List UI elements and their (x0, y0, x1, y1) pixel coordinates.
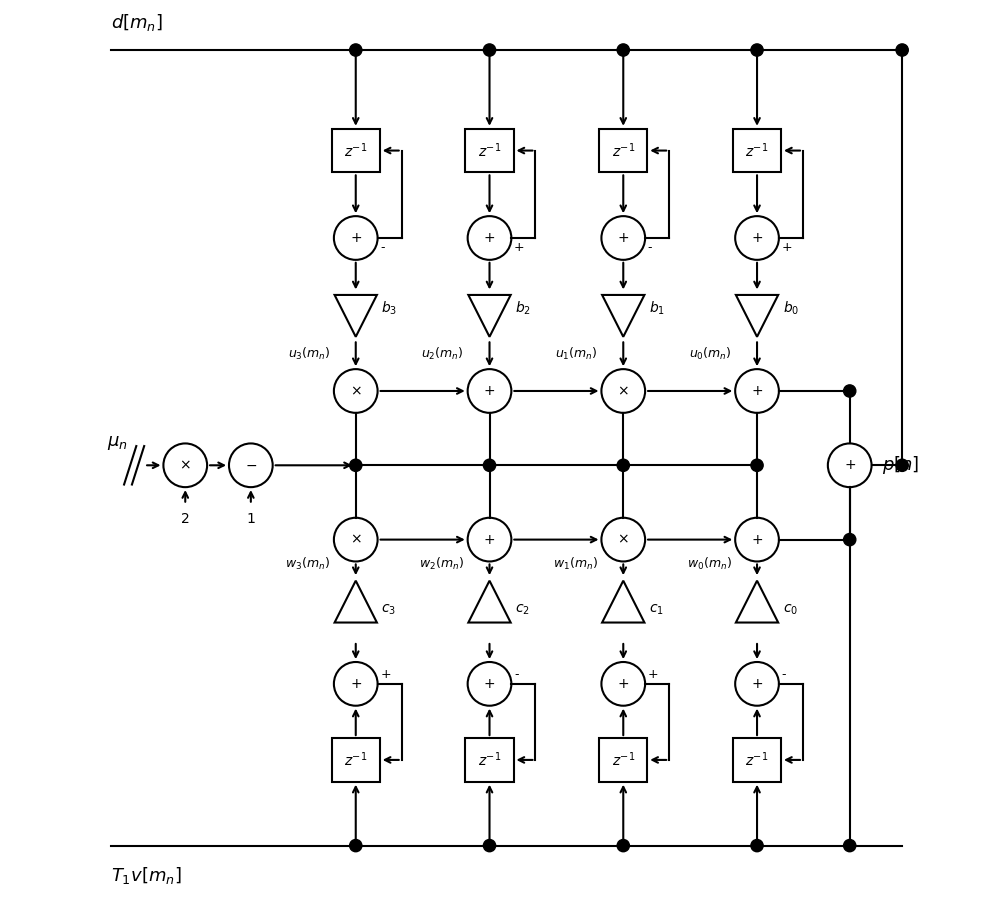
Text: $b_1$: $b_1$ (649, 300, 665, 317)
Circle shape (896, 44, 908, 57)
Text: $z^{-1}$: $z^{-1}$ (612, 141, 635, 160)
Bar (332, 128, 380, 172)
Text: 2: 2 (181, 511, 190, 526)
Circle shape (350, 459, 362, 472)
Text: $+$: $+$ (483, 384, 496, 398)
Circle shape (617, 840, 629, 852)
Circle shape (483, 44, 496, 57)
Text: $c_0$: $c_0$ (783, 603, 798, 617)
Circle shape (751, 840, 763, 852)
Text: $z^{-1}$: $z^{-1}$ (344, 751, 367, 770)
Text: $+$: $+$ (751, 677, 763, 691)
Circle shape (483, 840, 496, 852)
Text: $T_1 v\left[m_n\right]$: $T_1 v\left[m_n\right]$ (111, 865, 182, 886)
Text: $z^{-1}$: $z^{-1}$ (478, 141, 501, 160)
Text: $b_3$: $b_3$ (381, 300, 397, 317)
Text: -: - (648, 240, 652, 254)
Text: $u_0(m_n)$: $u_0(m_n)$ (689, 345, 732, 361)
Text: $z^{-1}$: $z^{-1}$ (745, 141, 769, 160)
Text: +: + (380, 668, 391, 681)
Circle shape (751, 459, 763, 472)
Text: $\times$: $\times$ (350, 533, 362, 546)
Text: $+$: $+$ (483, 533, 496, 546)
Text: $z^{-1}$: $z^{-1}$ (612, 751, 635, 770)
Text: $+$: $+$ (751, 384, 763, 398)
Text: $w_0(m_n)$: $w_0(m_n)$ (687, 556, 732, 572)
Circle shape (617, 44, 629, 57)
Circle shape (751, 44, 763, 57)
Bar (733, 128, 781, 172)
Text: $\mu_n$: $\mu_n$ (107, 434, 127, 452)
Text: $\times$: $\times$ (617, 533, 629, 546)
Bar (733, 738, 781, 782)
Text: $z^{-1}$: $z^{-1}$ (745, 751, 769, 770)
Text: $z^{-1}$: $z^{-1}$ (478, 751, 501, 770)
Text: $+$: $+$ (617, 231, 629, 245)
Text: $\times$: $\times$ (617, 384, 629, 398)
Text: $+$: $+$ (617, 677, 629, 691)
Text: $+$: $+$ (350, 231, 362, 245)
Text: -: - (514, 668, 518, 681)
Text: $+$: $+$ (483, 231, 496, 245)
Text: $+$: $+$ (751, 533, 763, 546)
Bar (599, 738, 647, 782)
Text: $u_1(m_n)$: $u_1(m_n)$ (555, 345, 598, 361)
Text: $u_3(m_n)$: $u_3(m_n)$ (288, 345, 330, 361)
Text: $c_3$: $c_3$ (381, 603, 396, 617)
Text: +: + (648, 668, 658, 681)
Text: $u_2(m_n)$: $u_2(m_n)$ (421, 345, 464, 361)
Bar (465, 128, 514, 172)
Text: +: + (514, 240, 525, 254)
Text: $w_1(m_n)$: $w_1(m_n)$ (553, 556, 598, 572)
Text: +: + (782, 240, 792, 254)
Text: $\times$: $\times$ (179, 458, 191, 473)
Text: $b_2$: $b_2$ (515, 300, 531, 317)
Text: $z^{-1}$: $z^{-1}$ (344, 141, 367, 160)
Text: $b_0$: $b_0$ (783, 300, 799, 317)
Text: $+$: $+$ (751, 231, 763, 245)
Circle shape (483, 459, 496, 472)
Text: $w_2(m_n)$: $w_2(m_n)$ (419, 556, 464, 572)
Circle shape (350, 840, 362, 852)
Text: $c_2$: $c_2$ (515, 603, 530, 617)
Text: $w_3(m_n)$: $w_3(m_n)$ (285, 556, 330, 572)
Text: $\times$: $\times$ (350, 384, 362, 398)
Text: $-$: $-$ (245, 458, 257, 473)
Bar (599, 128, 647, 172)
Circle shape (617, 459, 629, 472)
Circle shape (844, 840, 856, 852)
Text: $d\left[m_n\right]$: $d\left[m_n\right]$ (111, 12, 163, 32)
Bar (465, 738, 514, 782)
Text: $p[n]$: $p[n]$ (882, 454, 919, 476)
Circle shape (896, 459, 908, 472)
Circle shape (350, 44, 362, 57)
Text: $+$: $+$ (844, 458, 856, 473)
Text: $+$: $+$ (350, 677, 362, 691)
Text: -: - (782, 668, 786, 681)
Circle shape (844, 385, 856, 397)
Text: -: - (380, 240, 385, 254)
Text: $c_1$: $c_1$ (649, 603, 664, 617)
Text: 1: 1 (246, 511, 255, 526)
Text: $+$: $+$ (483, 677, 496, 691)
Circle shape (844, 534, 856, 545)
Bar (332, 738, 380, 782)
